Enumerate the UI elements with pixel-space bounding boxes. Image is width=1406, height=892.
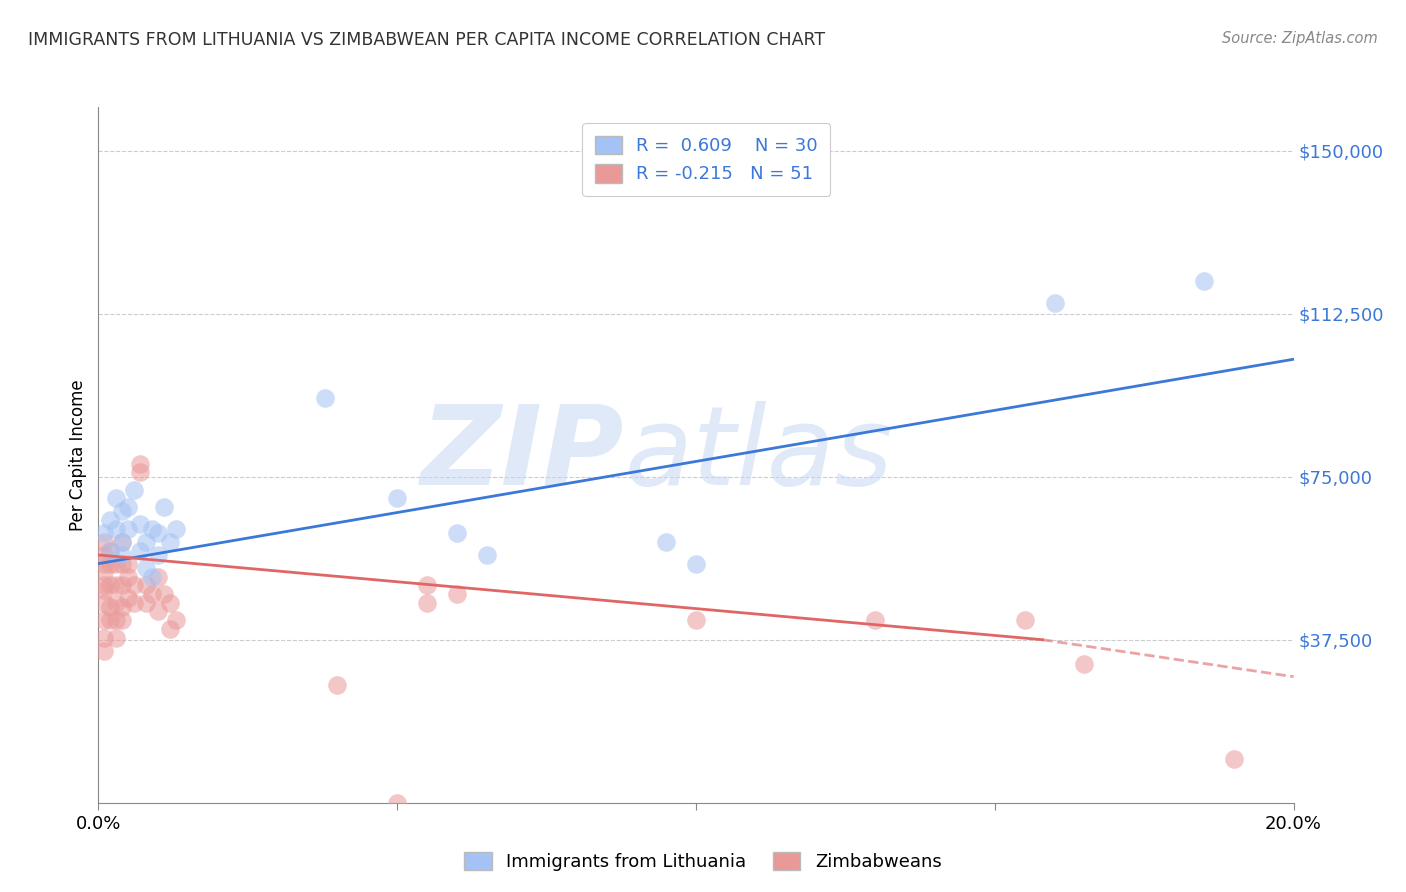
Point [159,535,181,549]
Point [1043,295,1066,310]
Point [153,587,176,601]
Point [105,557,128,571]
Point [100,513,122,527]
Point [129,466,152,480]
Point [446,587,468,601]
Point [159,622,181,636]
Y-axis label: Per Capita Income: Per Capita Income [69,379,87,531]
Point [124,596,146,610]
Point [385,491,409,506]
Point [475,548,498,562]
Point [159,596,181,610]
Point [117,522,139,536]
Point [93,582,115,597]
Legend: R =  0.609    N = 30, R = -0.215   N = 51: R = 0.609 N = 30, R = -0.215 N = 51 [582,123,831,196]
Point [135,578,157,592]
Point [111,613,134,627]
Point [117,557,139,571]
Text: atlas: atlas [624,401,893,508]
Point [105,491,128,506]
Point [1073,657,1095,671]
Point [105,596,128,610]
Point [135,596,157,610]
Point [93,566,115,580]
Point [111,600,134,615]
Point [148,548,170,562]
Point [111,535,134,549]
Text: IMMIGRANTS FROM LITHUANIA VS ZIMBABWEAN PER CAPITA INCOME CORRELATION CHART: IMMIGRANTS FROM LITHUANIA VS ZIMBABWEAN … [28,31,825,49]
Point [129,517,152,532]
Point [105,522,128,536]
Point [153,500,176,514]
Point [446,526,468,541]
Text: ZIP: ZIP [420,401,624,508]
Point [93,557,115,571]
Point [141,570,163,584]
Point [315,392,337,406]
Point [93,548,115,562]
Point [117,500,139,514]
Point [111,535,134,549]
Point [326,678,349,692]
Point [385,796,409,810]
Point [100,613,122,627]
Point [111,548,134,562]
Point [124,483,146,497]
Point [416,578,439,592]
Point [165,522,187,536]
Point [100,600,122,615]
Point [111,557,134,571]
Text: Source: ZipAtlas.com: Source: ZipAtlas.com [1222,31,1378,46]
Point [100,543,122,558]
Point [93,535,115,549]
Point [1192,274,1215,288]
Point [141,522,163,536]
Point [93,643,115,657]
Point [129,457,152,471]
Point [141,587,163,601]
Point [148,570,170,584]
Point [117,591,139,606]
Point [135,561,157,575]
Point [655,535,678,549]
Point [100,578,122,592]
Point [100,557,122,571]
Point [105,613,128,627]
Point [135,535,157,549]
Point [93,578,115,592]
Point [93,596,115,610]
Point [93,613,115,627]
Point [165,613,187,627]
Point [1223,752,1246,766]
Point [124,578,146,592]
Point [129,543,152,558]
Point [93,631,115,645]
Point [117,570,139,584]
Point [93,526,115,541]
Point [416,596,439,610]
Point [105,631,128,645]
Point [1014,613,1036,627]
Point [148,526,170,541]
Legend: Immigrants from Lithuania, Zimbabweans: Immigrants from Lithuania, Zimbabweans [457,845,949,879]
Point [865,613,887,627]
Point [111,504,134,518]
Point [148,605,170,619]
Point [685,613,707,627]
Point [105,578,128,592]
Point [100,543,122,558]
Point [111,578,134,592]
Point [685,557,707,571]
